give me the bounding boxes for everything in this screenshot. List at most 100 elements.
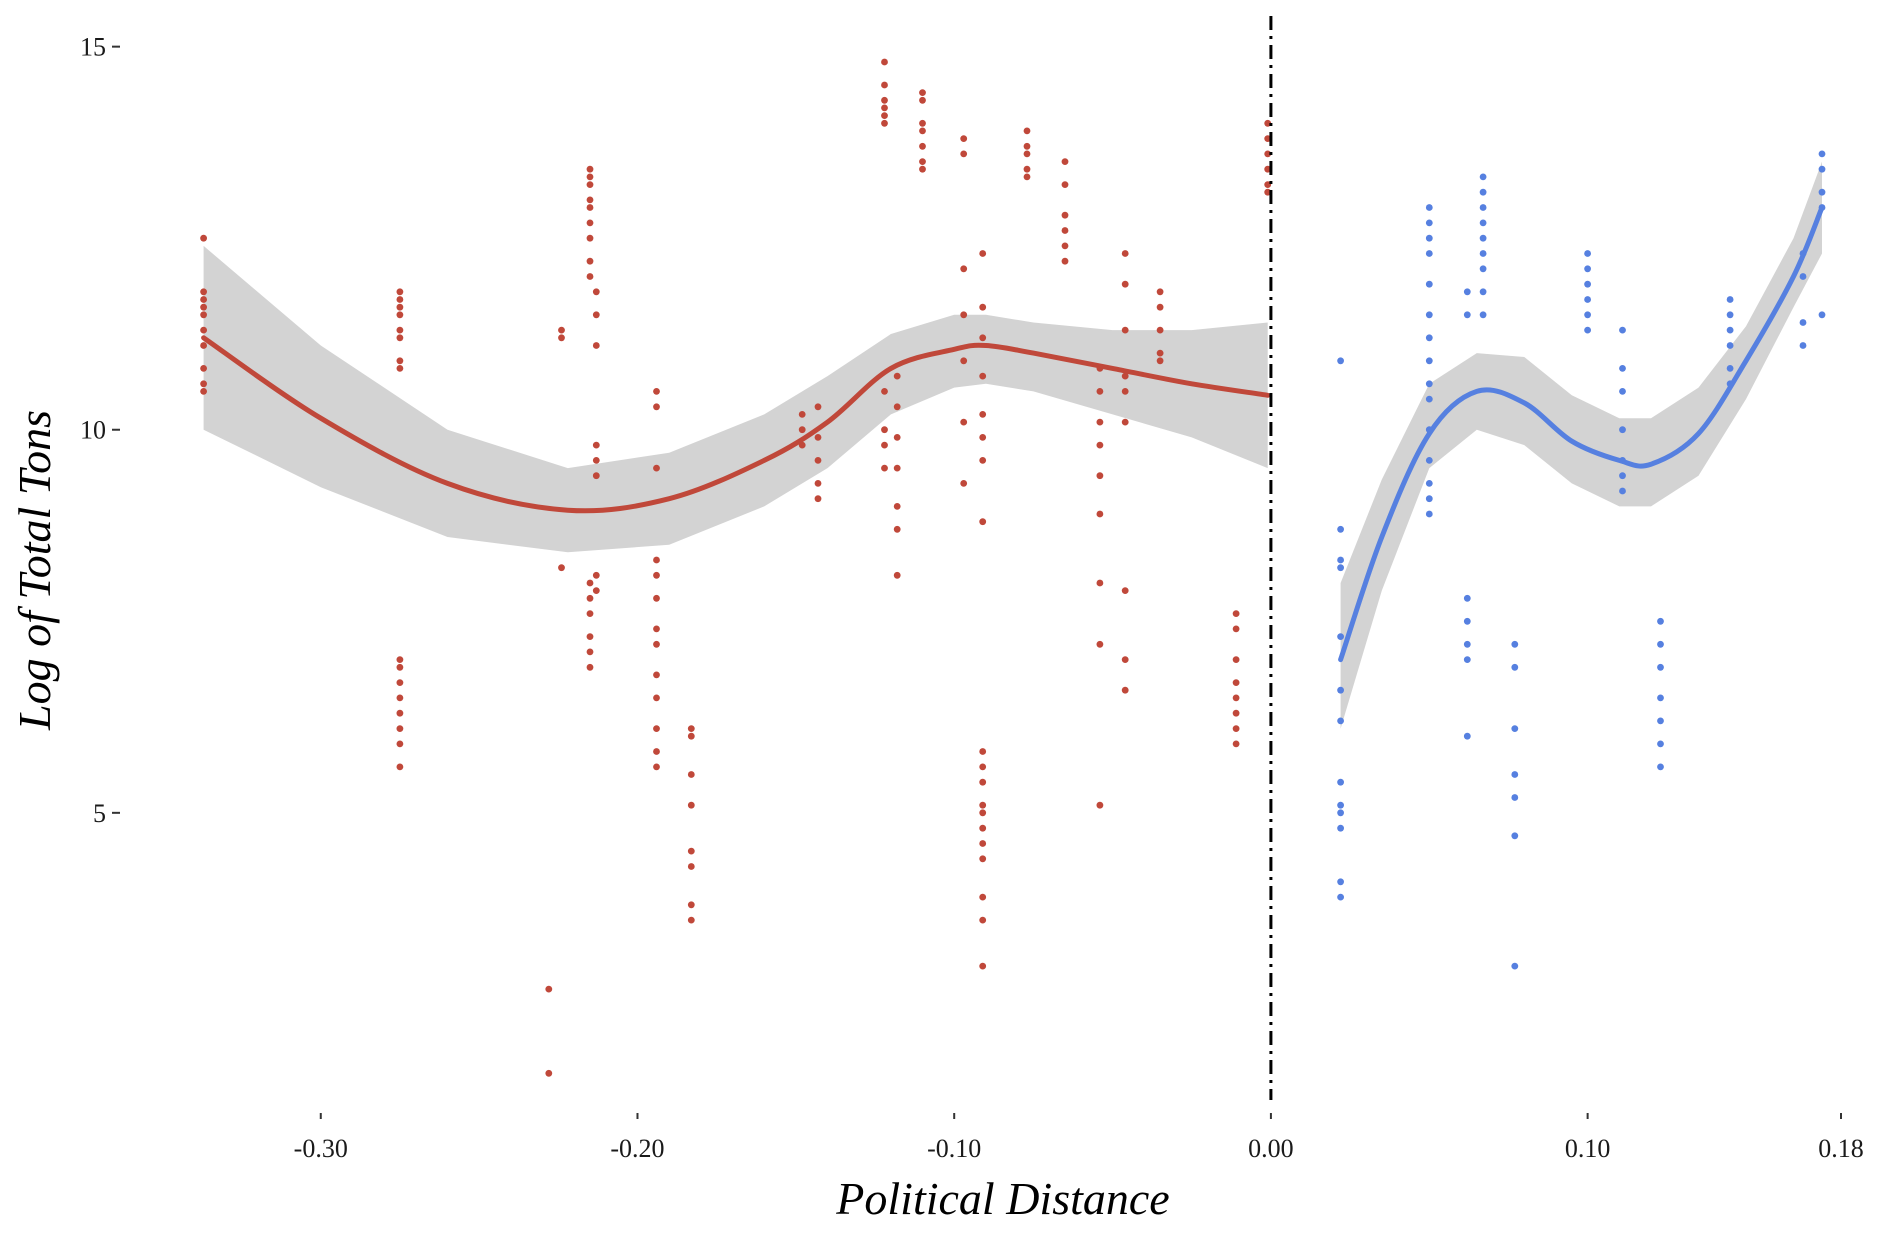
- data-point-series-1: [545, 1069, 553, 1077]
- data-point-series-1: [979, 840, 987, 847]
- data-points: [200, 58, 1826, 1077]
- data-point-series-1: [592, 457, 600, 464]
- data-point-series-1: [687, 771, 695, 778]
- data-point-series-1: [1121, 372, 1129, 380]
- data-point-series-1: [396, 357, 404, 365]
- data-point-series-1: [558, 334, 565, 342]
- data-point-series-1: [592, 342, 600, 349]
- data-point-series-1: [592, 587, 600, 594]
- confidence-band-1: [203, 245, 1268, 553]
- data-point-series-2: [1511, 725, 1519, 732]
- data-point-series-2: [1463, 311, 1471, 319]
- data-point-series-1: [653, 748, 660, 755]
- data-point-series-2: [1799, 319, 1807, 326]
- data-point-series-1: [200, 342, 208, 349]
- data-point-series-1: [653, 640, 660, 648]
- data-point-series-2: [1511, 794, 1519, 801]
- data-point-series-2: [1619, 388, 1626, 395]
- data-point-series-1: [687, 901, 695, 909]
- data-point-series-1: [919, 158, 926, 166]
- data-point-series-1: [979, 824, 987, 832]
- data-point-series-1: [919, 127, 926, 135]
- data-point-series-2: [1337, 778, 1344, 786]
- data-point-series-1: [396, 311, 404, 319]
- data-point-series-1: [979, 372, 987, 380]
- x-tick-label: 0.10: [1565, 1134, 1611, 1163]
- data-point-series-2: [1584, 326, 1591, 334]
- data-point-series-2: [1463, 732, 1471, 740]
- data-point-series-1: [960, 418, 968, 426]
- data-point-series-2: [1337, 525, 1344, 533]
- data-point-series-1: [1121, 250, 1129, 257]
- y-tick-label: 15: [80, 33, 106, 62]
- data-point-series-2: [1337, 717, 1344, 725]
- data-point-series-2: [1726, 342, 1734, 349]
- data-point-series-1: [919, 89, 926, 96]
- data-point-series-2: [1799, 273, 1807, 280]
- data-point-series-1: [396, 740, 404, 748]
- data-point-series-2: [1337, 893, 1344, 901]
- x-tick-label: 0.18: [1818, 1134, 1864, 1163]
- data-point-series-1: [586, 273, 594, 280]
- x-tick-label: -0.30: [294, 1134, 348, 1163]
- data-point-series-2: [1337, 556, 1344, 564]
- data-point-series-2: [1657, 740, 1664, 748]
- data-point-series-2: [1425, 495, 1433, 503]
- data-point-series-1: [979, 457, 987, 464]
- data-point-series-1: [1264, 165, 1272, 173]
- data-point-series-1: [893, 434, 901, 441]
- data-point-series-1: [881, 58, 888, 66]
- data-point-series-2: [1425, 457, 1433, 464]
- data-point-series-1: [1121, 388, 1129, 395]
- data-point-series-1: [1121, 686, 1129, 694]
- data-point-series-1: [960, 150, 968, 158]
- data-point-series-1: [687, 863, 695, 870]
- data-point-series-1: [396, 725, 404, 732]
- data-point-series-1: [396, 296, 404, 303]
- data-point-series-1: [200, 303, 208, 311]
- data-point-series-1: [200, 380, 208, 388]
- data-point-series-2: [1479, 265, 1487, 273]
- data-point-series-1: [653, 625, 660, 633]
- data-point-series-2: [1479, 311, 1487, 319]
- data-point-series-1: [814, 457, 822, 464]
- data-point-series-1: [979, 893, 987, 901]
- data-point-series-1: [592, 571, 600, 579]
- data-point-series-2: [1584, 311, 1591, 319]
- data-point-series-1: [1061, 181, 1069, 189]
- data-point-series-2: [1425, 234, 1433, 242]
- data-point-series-1: [558, 326, 565, 334]
- data-point-series-1: [558, 564, 565, 572]
- data-point-series-1: [586, 234, 594, 242]
- data-point-series-1: [200, 234, 208, 242]
- data-point-series-1: [200, 311, 208, 319]
- data-point-series-1: [960, 311, 968, 319]
- data-point-series-1: [960, 480, 968, 487]
- data-point-series-1: [814, 434, 822, 441]
- data-point-series-1: [960, 135, 968, 143]
- data-point-series-1: [979, 801, 987, 809]
- data-point-series-1: [1121, 587, 1129, 594]
- data-point-series-1: [200, 296, 208, 303]
- data-point-series-1: [1232, 679, 1240, 686]
- data-point-series-1: [919, 165, 926, 173]
- data-point-series-1: [814, 495, 822, 503]
- data-point-series-2: [1726, 311, 1734, 319]
- data-point-series-1: [1121, 656, 1129, 663]
- data-point-series-1: [586, 173, 594, 181]
- data-point-series-1: [893, 571, 901, 579]
- data-point-series-1: [653, 763, 660, 771]
- data-point-series-1: [881, 441, 888, 449]
- data-point-series-1: [1061, 158, 1069, 166]
- data-point-series-1: [1121, 418, 1129, 426]
- data-point-series-1: [586, 204, 594, 211]
- data-point-series-1: [1264, 119, 1272, 127]
- x-tick-label: -0.10: [927, 1134, 981, 1163]
- data-point-series-2: [1584, 296, 1591, 303]
- data-point-series-1: [1232, 656, 1240, 663]
- y-tick-label: 10: [80, 416, 106, 445]
- data-point-series-1: [881, 104, 888, 112]
- data-point-series-2: [1425, 334, 1433, 342]
- data-point-series-2: [1337, 633, 1344, 640]
